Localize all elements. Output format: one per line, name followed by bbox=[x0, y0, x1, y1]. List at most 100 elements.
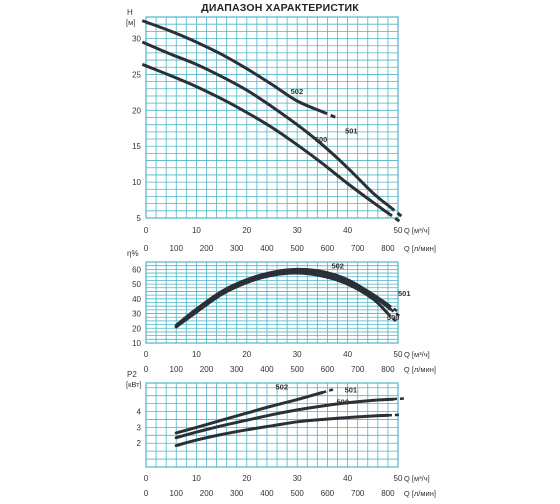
y-tick-label: 10 bbox=[132, 339, 141, 348]
y-tick-label: 30 bbox=[132, 35, 141, 44]
x-tick-label-lmin: 400 bbox=[260, 489, 274, 498]
series-lead-502 bbox=[137, 17, 147, 24]
series-lead-500 bbox=[138, 61, 147, 68]
x-tick-label-lmin: 200 bbox=[200, 489, 214, 498]
x-tick-label-lmin: 100 bbox=[170, 365, 184, 374]
x-tick-label-m3h: 50 bbox=[394, 474, 403, 483]
series-curve-502 bbox=[144, 20, 324, 114]
x-tick-label-lmin: 800 bbox=[381, 365, 395, 374]
y-axis-label: H bbox=[127, 8, 133, 17]
y-tick-label: 60 bbox=[132, 265, 141, 274]
x-tick-label-m3h: 30 bbox=[293, 226, 302, 235]
x-axis-unit-lmin: Q [л/мин] bbox=[404, 244, 436, 253]
curve-label-500: 500 bbox=[337, 397, 350, 406]
y-tick-label: 40 bbox=[132, 295, 141, 304]
x-tick-label-m3h: 20 bbox=[242, 474, 251, 483]
x-tick-label-lmin: 0 bbox=[144, 365, 149, 374]
curve-label-502: 502 bbox=[276, 382, 289, 391]
curve-label-501: 501 bbox=[345, 386, 358, 395]
x-tick-label-m3h: 0 bbox=[144, 474, 149, 483]
y-tick-label: 30 bbox=[132, 310, 141, 319]
x-tick-label-lmin: 500 bbox=[291, 365, 305, 374]
x-tick-label-lmin: 700 bbox=[351, 244, 365, 253]
x-tick-label-lmin: 300 bbox=[230, 365, 244, 374]
x-tick-label-m3h: 50 bbox=[394, 226, 403, 235]
chart-title: ДИАПАЗОН ХАРАКТЕРИСТИК bbox=[201, 2, 359, 14]
grid-lines bbox=[145, 16, 399, 219]
x-tick-label-lmin: 200 bbox=[200, 365, 214, 374]
x-tick-label-m3h: 30 bbox=[293, 350, 302, 359]
y-tick-label: 20 bbox=[132, 106, 141, 115]
x-tick-label-m3h: 0 bbox=[144, 226, 149, 235]
y-tick-label: 25 bbox=[132, 70, 141, 79]
x-tick-label-m3h: 30 bbox=[293, 474, 302, 483]
x-tick-label-lmin: 800 bbox=[381, 244, 395, 253]
series-extension-501 bbox=[389, 206, 404, 219]
x-tick-label-lmin: 400 bbox=[260, 365, 274, 374]
x-tick-label-lmin: 500 bbox=[291, 244, 305, 253]
x-tick-label-m3h: 0 bbox=[144, 350, 149, 359]
x-tick-label-m3h: 40 bbox=[343, 350, 352, 359]
x-axis-unit-m3h: Q [м³/ч] bbox=[404, 226, 430, 235]
x-tick-label-lmin: 200 bbox=[200, 244, 214, 253]
x-tick-label-lmin: 800 bbox=[381, 489, 395, 498]
x-tick-label-lmin: 300 bbox=[230, 244, 244, 253]
curve-label-501: 501 bbox=[345, 126, 358, 135]
x-axis-unit-m3h: Q [м³/ч] bbox=[404, 474, 430, 483]
series-extension-502 bbox=[387, 303, 399, 313]
series-curve-501 bbox=[144, 42, 392, 209]
series-lead-501 bbox=[138, 39, 147, 45]
series-curve-500 bbox=[144, 64, 390, 215]
curve-label-501: 501 bbox=[398, 289, 411, 298]
x-tick-label-lmin: 700 bbox=[351, 365, 365, 374]
x-tick-label-lmin: 100 bbox=[170, 244, 184, 253]
x-tick-label-lmin: 600 bbox=[321, 489, 335, 498]
x-axis-unit-m3h: Q [м³/ч] bbox=[404, 350, 430, 359]
x-tick-label-lmin: 0 bbox=[144, 489, 149, 498]
x-tick-label-m3h: 40 bbox=[343, 474, 352, 483]
x-tick-label-lmin: 100 bbox=[170, 489, 184, 498]
series-extension-500 bbox=[387, 211, 402, 224]
series-extension-502 bbox=[321, 110, 338, 120]
series-extension-500 bbox=[387, 413, 400, 417]
grid-lines bbox=[145, 261, 399, 344]
x-tick-label-m3h: 50 bbox=[394, 350, 403, 359]
x-tick-label-m3h: 20 bbox=[242, 226, 251, 235]
y-tick-label: 3 bbox=[137, 423, 142, 432]
x-axis-unit-lmin: Q [л/мин] bbox=[404, 365, 436, 374]
x-axis-unit-lmin: Q [л/мин] bbox=[404, 489, 436, 498]
x-tick-label-lmin: 300 bbox=[230, 489, 244, 498]
x-tick-label-lmin: 600 bbox=[321, 244, 335, 253]
curve-label-500: 500 bbox=[315, 135, 328, 144]
series-extension-500 bbox=[387, 312, 398, 323]
x-tick-label-lmin: 600 bbox=[321, 365, 335, 374]
x-tick-label-lmin: 0 bbox=[144, 244, 149, 253]
x-tick-label-lmin: 400 bbox=[260, 244, 274, 253]
series-curve-502 bbox=[174, 391, 324, 435]
y-axis-unit: [м] bbox=[126, 18, 135, 27]
series-extension-502 bbox=[322, 388, 335, 394]
x-tick-label-m3h: 40 bbox=[343, 226, 352, 235]
y-axis-label: P2 bbox=[127, 370, 137, 379]
y-axis-label: η% bbox=[127, 249, 139, 258]
series-extension-501 bbox=[389, 308, 401, 318]
x-tick-label-m3h: 10 bbox=[192, 474, 201, 483]
y-tick-label: 2 bbox=[137, 439, 142, 448]
x-tick-label-m3h: 10 bbox=[192, 350, 201, 359]
y-tick-label: 10 bbox=[132, 178, 141, 187]
y-tick-label: 50 bbox=[132, 280, 141, 289]
curve-label-502: 502 bbox=[291, 87, 304, 96]
curve-label-500: 500 bbox=[387, 313, 400, 322]
y-tick-label: 5 bbox=[137, 214, 142, 223]
series-curve-500 bbox=[174, 271, 390, 329]
x-tick-label-m3h: 20 bbox=[242, 350, 251, 359]
y-axis-unit: [кВт] bbox=[126, 380, 142, 389]
x-tick-label-m3h: 10 bbox=[192, 226, 201, 235]
x-tick-label-lmin: 700 bbox=[351, 489, 365, 498]
x-tick-label-lmin: 500 bbox=[291, 489, 305, 498]
y-tick-label: 15 bbox=[132, 142, 141, 151]
